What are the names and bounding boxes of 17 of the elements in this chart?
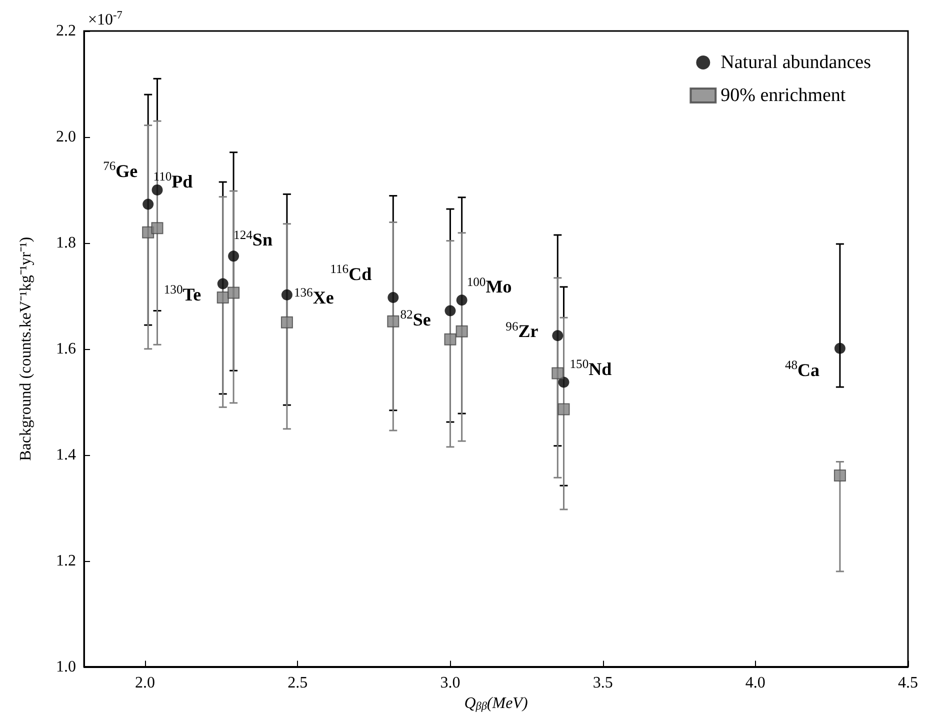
- y-tick-label: 1.2: [56, 552, 76, 570]
- legend-label: 90% enrichment: [720, 85, 846, 106]
- x-tick-label: 4.0: [745, 674, 766, 692]
- legend-label: Natural abundances: [720, 52, 872, 73]
- y-tick-label: 1.0: [56, 658, 76, 676]
- x-tick-label: 3.5: [592, 674, 613, 692]
- y-tick-label: 1.4: [56, 446, 76, 464]
- y-tick-label: 2.2: [56, 22, 76, 40]
- x-tick-label: 3.0: [440, 674, 460, 692]
- x-tick-label: 2.5: [288, 674, 308, 692]
- x-tick-label: 4.5: [898, 674, 918, 692]
- y-tick-label: 1.6: [56, 340, 76, 358]
- x-axis-title: Qββ(MeV): [464, 695, 528, 712]
- y-tick-label: 1.8: [56, 234, 76, 252]
- y-axis-title: Background (counts.keV⁻¹kg⁻¹yr⁻¹): [18, 236, 34, 461]
- y-tick-label: 2.0: [56, 128, 76, 146]
- x-tick-label: 2.0: [135, 674, 156, 692]
